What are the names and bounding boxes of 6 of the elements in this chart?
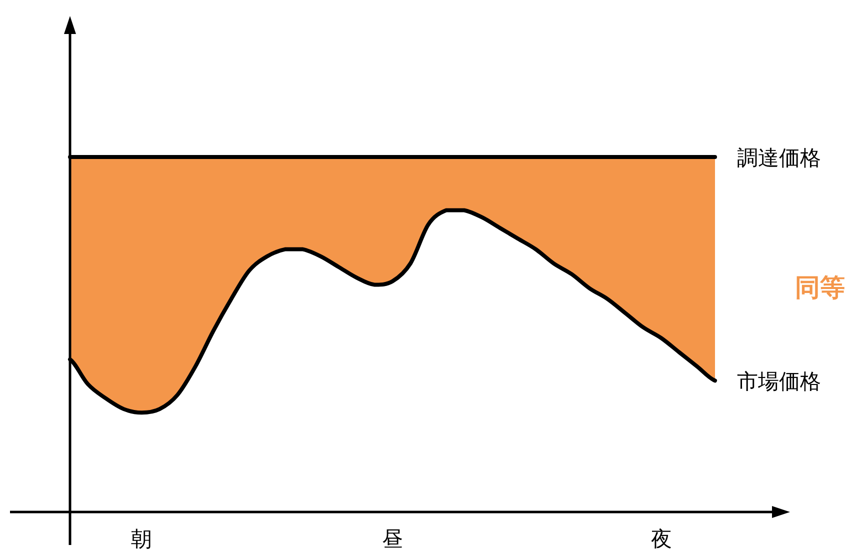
text: 同等 bbox=[795, 273, 845, 302]
series-label: 調達価格 bbox=[737, 146, 821, 170]
x-tick-label: 朝 bbox=[131, 527, 152, 551]
series-label: 市場価格 bbox=[737, 370, 821, 394]
x-tick-label: 昼 bbox=[382, 527, 403, 551]
x-tick-label: 夜 bbox=[650, 527, 672, 551]
